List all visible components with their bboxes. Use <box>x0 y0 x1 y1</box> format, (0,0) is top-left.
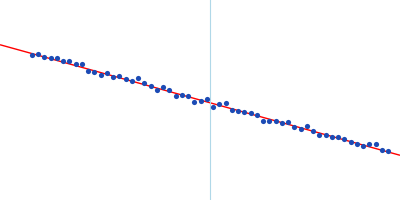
Point <box>54 56 60 59</box>
Point <box>297 127 304 130</box>
Point <box>222 101 229 105</box>
Point <box>335 135 341 138</box>
Point <box>254 113 260 116</box>
Point <box>291 125 298 128</box>
Point <box>279 122 285 125</box>
Point <box>148 85 154 88</box>
Point <box>98 74 104 77</box>
Point <box>172 94 179 97</box>
Point <box>135 77 141 80</box>
Point <box>272 119 279 122</box>
Point <box>116 74 123 77</box>
Point <box>247 111 254 114</box>
Point <box>241 110 248 113</box>
Point <box>122 77 129 80</box>
Point <box>91 71 98 74</box>
Point <box>328 135 335 139</box>
Point <box>354 143 360 146</box>
Point <box>72 62 79 65</box>
Point <box>310 130 316 133</box>
Point <box>204 97 210 101</box>
Point <box>216 103 222 106</box>
Point <box>210 105 216 109</box>
Point <box>179 94 185 97</box>
Point <box>385 149 391 152</box>
Point <box>79 63 85 66</box>
Point <box>29 53 35 57</box>
Point <box>360 145 366 148</box>
Point <box>285 120 291 124</box>
Point <box>260 119 266 122</box>
Point <box>41 56 48 59</box>
Point <box>154 89 160 92</box>
Point <box>110 75 116 78</box>
Point <box>304 124 310 127</box>
Point <box>85 70 92 73</box>
Point <box>185 95 191 98</box>
Point <box>378 149 385 152</box>
Point <box>104 72 110 75</box>
Point <box>235 110 241 113</box>
Point <box>166 88 173 91</box>
Point <box>160 86 166 89</box>
Point <box>322 133 329 136</box>
Point <box>229 109 235 112</box>
Point <box>60 59 66 63</box>
Point <box>198 99 204 102</box>
Point <box>316 133 322 137</box>
Point <box>372 143 379 146</box>
Point <box>129 79 135 83</box>
Point <box>141 82 148 85</box>
Point <box>266 119 272 122</box>
Point <box>191 100 198 103</box>
Point <box>35 52 42 55</box>
Point <box>347 141 354 144</box>
Point <box>366 142 372 146</box>
Point <box>48 56 54 59</box>
Point <box>341 137 348 141</box>
Point <box>66 59 73 63</box>
